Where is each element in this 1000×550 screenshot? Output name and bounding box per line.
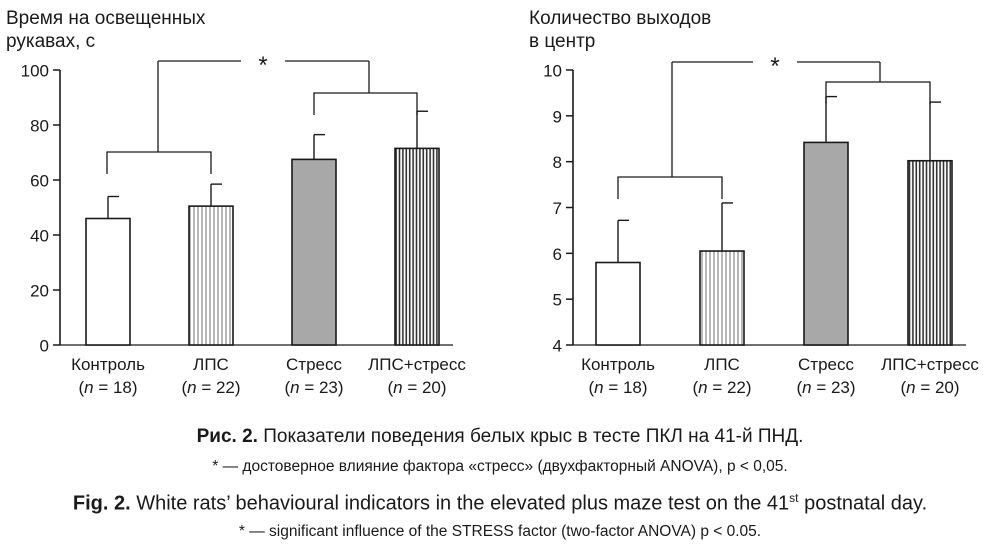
bar [803,141,849,346]
pair-bracket [617,176,723,199]
y-tick-label: 8 [553,153,562,172]
caption-en-text-2: postnatal day. [798,492,928,515]
bar [699,250,745,346]
bar [907,159,953,346]
charts-canvas: 0 20 40 60 80 100 Контроль (n = 18) ЛПС (n = 22) С… [21,52,980,397]
bar [291,158,337,346]
y-tick-label: 40 [30,227,49,246]
n-label: (n = 22) [692,378,751,397]
bar [85,217,131,346]
n-label: (n = 18) [78,378,137,397]
y-tick-label: 80 [30,117,49,136]
y-tick-label: 4 [553,337,562,356]
note-ru: * — достоверное влияние фактора «стресс»… [212,458,788,475]
y-tick-label: 20 [30,282,49,301]
n-label: (n = 20) [387,378,446,397]
category-label: ЛПС [193,355,229,374]
y-tick-label: 5 [553,291,562,310]
bar [394,147,440,346]
bar [595,261,641,346]
left-chart-ylabel: Время на освещенных рукавах, с [6,7,205,53]
y-tick-label: 100 [21,62,49,81]
category-label: Контроль [581,355,655,374]
category-label: ЛПС [704,355,740,374]
y-tick-label: 9 [553,107,562,126]
right-ylabel-line1: Количество выходов [529,8,712,29]
y-tick-label: 7 [553,199,562,218]
n-label: (n = 18) [588,378,647,397]
pair-bracket [106,151,212,174]
right-bar-chart: 4 5 6 7 8 9 10 Контроль (n = 18) ЛПС (n = 22) Стрес… [543,53,979,397]
bar [188,205,234,346]
category-label: Стресс [798,355,854,374]
y-tick-label: 0 [40,337,49,356]
n-label: (n = 23) [284,378,343,397]
category-label: Контроль [71,355,145,374]
caption-en-prefix: Fig. 2. [72,492,131,515]
caption-en: Fig. 2. White rats’ behavioural indicato… [0,491,1000,516]
n-label: (n = 22) [181,378,240,397]
caption-ru-prefix: Рис. 2. [196,426,258,447]
left-bar-chart: 0 20 40 60 80 100 Контроль (n = 18) ЛПС (n = 22) С… [21,52,467,397]
category-label: Стресс [286,355,342,374]
right-ylabel-line2: в центр [529,31,596,52]
caption-en-sup: st [789,491,799,505]
y-tick-label: 10 [543,62,562,81]
category-label: ЛПС+стресс [368,355,466,374]
note-en: * — significant influence of the STRESS … [238,523,762,540]
left-ylabel-line2: рукавах, с [6,31,96,52]
n-label: (n = 20) [900,378,959,397]
y-tick-label: 6 [553,245,562,264]
caption-ru-text: Показатели поведения белых крыс в тесте … [257,426,804,447]
significance-star: * [258,52,267,79]
significance-star: * [770,53,779,80]
left-ylabel-line1: Время на освещенных [6,8,206,29]
n-label: (n = 23) [796,378,855,397]
pair-bracket [825,81,931,104]
caption-en-text-1: White rats’ behavioural indicators in th… [130,492,790,515]
y-tick-label: 60 [30,172,49,191]
category-label: ЛПС+стресс [881,355,979,374]
pair-bracket [313,92,418,115]
right-chart-ylabel: Количество выходов в центр [529,7,711,53]
caption-ru: Рис. 2. Показатели поведения белых крыс … [0,426,1000,448]
